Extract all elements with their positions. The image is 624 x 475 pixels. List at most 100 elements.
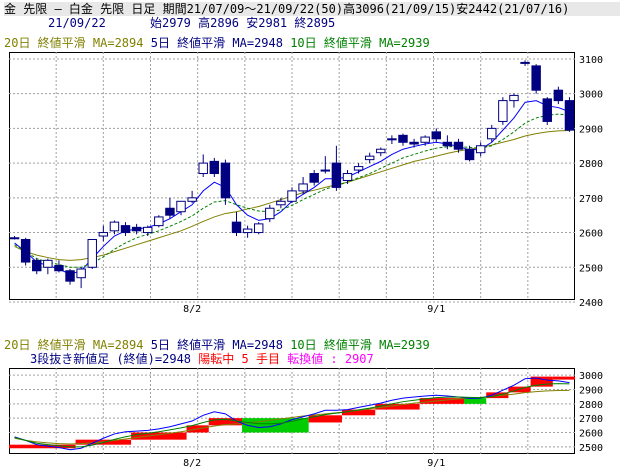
new-price-brick <box>419 398 465 404</box>
candle-body <box>20 239 31 263</box>
candle-body <box>398 134 408 143</box>
candle-body <box>464 148 475 161</box>
sub-ma-line-1 <box>14 377 570 451</box>
candle-body <box>165 207 175 216</box>
candle-body <box>109 221 120 232</box>
new-price-brick <box>131 432 187 440</box>
candle-body <box>387 138 397 141</box>
candle-body <box>143 226 153 234</box>
main-y-tick-label: 3000 <box>579 90 603 101</box>
candle-body <box>531 65 541 91</box>
candle-body <box>65 270 75 282</box>
new-price-brick <box>464 398 487 404</box>
candle-body <box>475 145 486 154</box>
sub-x-tick-label: 9/1 <box>427 458 445 469</box>
ma-legend-top: 20日 終値平滑 MA=2894 5日 終値平滑 MA=2948 10日 終値平… <box>4 36 430 50</box>
candle-body <box>265 207 275 220</box>
sub-y-tick-label: 3000 <box>579 371 603 382</box>
ma-legend-bottom: 20日 終値平滑 MA=2894 5日 終値平滑 MA=2948 10日 終値平… <box>4 338 430 352</box>
main-y-tick-label: 2400 <box>579 298 603 309</box>
candle-body <box>376 148 386 154</box>
sub-y-tick-label: 2500 <box>579 443 603 454</box>
new-price-brick <box>530 376 553 387</box>
sub-x-tick-label: 8/2 <box>183 458 201 469</box>
switch-value: 転換値 : 2907 <box>287 352 374 366</box>
current-date: 21/09/22 <box>48 16 106 30</box>
new-price-brick <box>308 415 342 423</box>
trend-state: 陽転中 <box>198 352 235 366</box>
candle-body <box>87 239 97 268</box>
main-y-tick-label: 2500 <box>579 263 603 274</box>
candle-body <box>154 216 164 227</box>
candle-body <box>331 162 342 188</box>
new-price-brick <box>341 409 376 416</box>
sub-y-tick-label: 2700 <box>579 414 603 425</box>
sub-y-tick-label: 2900 <box>579 386 603 397</box>
new-price-label: 3段抜き新値足 (終値)=2948 <box>30 352 199 366</box>
candle-body <box>420 136 430 143</box>
candle-body <box>9 237 20 240</box>
candle-body <box>309 173 319 183</box>
candle-body <box>353 166 364 171</box>
candle-body <box>231 221 242 234</box>
main-x-tick-label: 9/1 <box>427 304 445 315</box>
price-axis-main: 2400 2500 2600 2700 2800 2900 3000 3100 <box>579 55 603 309</box>
sub-y-tick-label: 2800 <box>579 400 603 411</box>
candle-body <box>509 94 519 102</box>
candle-body <box>209 160 220 175</box>
candle-body <box>409 141 419 145</box>
new-price-brick <box>552 376 575 380</box>
candle-body <box>120 225 131 234</box>
ma10-legend: 10日 終値平滑 MA=2939 <box>290 36 430 50</box>
candle-body <box>553 89 564 102</box>
candle-body <box>342 173 353 181</box>
sub-y-tick-label: 2600 <box>579 429 603 440</box>
candle-body <box>76 268 86 279</box>
candle-body <box>564 100 575 131</box>
candle-body <box>487 127 497 140</box>
candle-body <box>253 223 264 234</box>
candle-body <box>32 259 42 272</box>
chart-title: 金 先限 — 白金 先限 日足 期間21/07/09～21/09/22(50)高… <box>4 2 620 16</box>
candle-body <box>453 141 464 150</box>
candle-body <box>220 162 231 199</box>
candle-body <box>520 61 530 64</box>
date-axis-main: 8/2 9/1 <box>183 304 445 315</box>
candle-body <box>276 200 286 206</box>
new-price-chart <box>9 368 575 454</box>
new-price-brick <box>208 418 243 426</box>
candle-body <box>442 141 453 147</box>
candle-body <box>498 100 508 122</box>
main-y-tick-label: 2800 <box>579 159 603 170</box>
main-y-tick-label: 2700 <box>579 194 603 205</box>
date-axis-sub: 8/2 9/1 <box>183 458 445 469</box>
main-y-tick-label: 3100 <box>579 55 603 66</box>
candle-body <box>364 155 375 161</box>
candle-body <box>54 265 64 272</box>
ma5-legend-bottom: 5日 終値平滑 MA=2948 <box>150 338 283 352</box>
ma5-legend: 5日 終値平滑 MA=2948 <box>150 36 283 50</box>
candle-body <box>43 259 53 268</box>
ma20-legend: 20日 終値平滑 MA=2894 <box>4 36 144 50</box>
candle-body <box>287 190 297 202</box>
new-price-brick <box>9 444 76 449</box>
candle-body <box>431 131 441 140</box>
price-axis-sub: 2500 2600 2700 2800 2900 3000 <box>579 371 603 454</box>
new-price-brick <box>375 403 420 410</box>
new-price-legend: 3段抜き新値足 (終値)=2948 陽転中 5 手目 転換値 : 2907 <box>30 352 374 366</box>
candle-body <box>542 98 552 122</box>
candle-body <box>242 228 253 234</box>
date-ohlc-line: 21/09/22 始2979 高2896 安2981 終2895 <box>0 16 335 30</box>
main-x-tick-label: 8/2 <box>183 304 201 315</box>
candlestick-chart <box>9 52 575 303</box>
candle-body <box>131 226 142 232</box>
candle-body <box>98 232 109 237</box>
step-count: 5 手目 <box>241 352 280 366</box>
candle-body <box>198 162 208 175</box>
candle-body <box>298 183 308 192</box>
sub-ma-line-2 <box>14 383 570 448</box>
candle-body <box>176 200 186 213</box>
main-y-tick-label: 2900 <box>579 124 603 135</box>
candle-body <box>320 169 331 172</box>
candle-body <box>187 197 197 202</box>
